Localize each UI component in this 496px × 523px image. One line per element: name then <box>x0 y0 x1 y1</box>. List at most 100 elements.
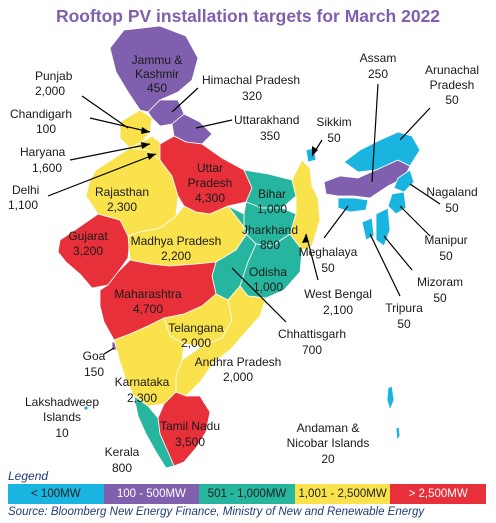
label-chhattisgarh-value: 700 <box>302 343 322 357</box>
label-tamil-nadu-name: Tamil Nadu <box>160 419 220 433</box>
label-arunachal-value: 50 <box>445 93 459 107</box>
label-sikkim-value: 50 <box>327 131 341 145</box>
label-sikkim-name: Sikkim <box>316 115 351 129</box>
label-west-bengal-value: 2,100 <box>323 303 353 317</box>
label-arunachal-line2: Pradesh <box>430 78 475 92</box>
label-bihar-value: 1,000 <box>257 202 287 216</box>
leader-manipur <box>399 205 431 237</box>
label-jharkhand-name: Jharkhand <box>242 223 298 237</box>
label-ap-value: 2,000 <box>223 370 253 384</box>
label-delhi-value: 1,100 <box>8 198 38 212</box>
label-bihar-name: Bihar <box>258 187 286 201</box>
leader-assam <box>371 83 379 183</box>
label-meghalaya-value: 50 <box>321 261 335 275</box>
shape-nagaland <box>393 169 415 193</box>
label-lakshadweep-line1: Lakshadweep <box>25 395 99 409</box>
leader-chhattisgarh <box>231 267 287 323</box>
label-goa-name: Goa <box>83 349 106 363</box>
leader-arunachal <box>399 107 431 141</box>
label-nagaland-name: Nagaland <box>426 185 477 199</box>
label-chandigarh-value: 100 <box>36 122 56 136</box>
label-mizoram-name: Mizoram <box>417 275 463 289</box>
label-tamil-nadu-value: 3,500 <box>175 435 205 449</box>
label-up-value: 4,300 <box>195 191 225 205</box>
label-mizoram-value: 50 <box>433 291 447 305</box>
leader-punjab <box>81 95 129 129</box>
label-arunachal-line1: Arunachal <box>425 63 479 77</box>
leader-arrowheads <box>141 127 318 243</box>
arrowhead-sikkim <box>312 146 318 156</box>
label-rajasthan-value: 2,300 <box>107 200 137 214</box>
shape-west-bengal <box>289 159 321 251</box>
label-andaman-line2: Nicobar Islands <box>287 436 370 450</box>
label-jk-line2: Kashmir <box>135 67 179 81</box>
leader-himachal <box>171 87 199 113</box>
label-west-bengal-name: West Bengal <box>304 287 372 301</box>
label-gujarat-value: 3,200 <box>73 244 103 258</box>
shape-karnataka <box>113 317 185 407</box>
label-jharkhand-value: 800 <box>260 238 280 252</box>
label-andaman-value: 20 <box>321 452 335 466</box>
arrowhead-chandigarh <box>141 127 150 134</box>
leader-chandigarh <box>89 117 151 133</box>
label-tripura-value: 50 <box>397 317 411 331</box>
label-manipur-value: 50 <box>439 249 453 263</box>
shape-andhra-pradesh <box>175 285 267 397</box>
label-telangana-value: 2,000 <box>181 336 211 350</box>
map-title: Rooftop PV installation targets for Marc… <box>55 6 441 26</box>
label-rajasthan-name: Rajasthan <box>95 185 149 199</box>
label-lakshadweep-value: 10 <box>55 426 69 440</box>
legend: < 100MW 100 - 500MW 501 - 1,000MW 1,001 … <box>8 484 486 504</box>
leader-nagaland <box>409 183 441 205</box>
label-mp-name: Madhya Pradesh <box>131 234 222 248</box>
shape-andaman-nicobar <box>386 385 395 411</box>
label-lakshadweep-line2: Islands <box>43 410 81 424</box>
label-up-line1: Uttar <box>197 161 223 175</box>
label-haryana-value: 1,600 <box>32 161 62 175</box>
label-assam-name: Assam <box>360 51 397 65</box>
label-haryana-name: Haryana <box>20 145 66 159</box>
label-uttarakhand-value: 350 <box>260 129 280 143</box>
label-kerala-name: Kerala <box>105 445 140 459</box>
legend-item-gt-2500: > 2,500MW <box>390 484 486 504</box>
label-gujarat-name: Gujarat <box>68 229 108 243</box>
leader-uttarakhand <box>195 119 233 129</box>
label-mp-value: 2,200 <box>161 249 191 263</box>
label-goa-value: 150 <box>84 365 104 379</box>
shape-arunachal <box>343 131 421 173</box>
shape-mizoram <box>375 207 391 247</box>
leader-lines <box>47 83 441 355</box>
shape-kerala <box>133 395 175 469</box>
state-shapes <box>57 25 421 469</box>
legend-item-100-500: 100 - 500MW <box>103 484 200 504</box>
label-himachal-value: 320 <box>242 89 262 103</box>
shape-andaman-nicobar-south <box>395 426 401 441</box>
shape-lakshadweep <box>84 406 88 410</box>
legend-item-1001-2500: 1,001 - 2,500MW <box>294 484 391 504</box>
label-karnataka-name: Karnataka <box>115 375 170 389</box>
label-odisha-value: 1,000 <box>253 280 283 294</box>
label-meghalaya-name: Meghalaya <box>299 245 358 259</box>
shape-tripura <box>361 217 375 241</box>
label-up-line2: Pradesh <box>188 176 233 190</box>
legend-item-501-1000: 501 - 1,000MW <box>199 484 295 504</box>
label-manipur-name: Manipur <box>424 233 467 247</box>
state-labels: Jammu & Kashmir 450 Himachal Pradesh 320… <box>8 51 479 475</box>
legend-item-lt-100: < 100MW <box>8 484 104 504</box>
label-andaman-line1: Andaman & <box>297 421 360 435</box>
label-himachal-name: Himachal Pradesh <box>202 73 300 87</box>
legend-title: Legend <box>8 469 49 483</box>
label-punjab-name: Punjab <box>35 69 73 83</box>
label-maharashtra-value: 4,700 <box>133 302 163 316</box>
shape-manipur <box>387 191 407 215</box>
arrowhead-west-bengal <box>302 234 309 243</box>
leader-mizoram <box>383 235 413 271</box>
label-maharashtra-name: Maharashtra <box>114 287 182 301</box>
label-jk-value: 450 <box>147 81 167 95</box>
leader-tripura <box>369 233 401 297</box>
label-odisha-name: Odisha <box>249 265 287 279</box>
leader-goa <box>103 347 115 355</box>
leader-delhi <box>47 153 157 197</box>
label-tripura-name: Tripura <box>385 301 423 315</box>
leader-haryana <box>69 143 151 161</box>
